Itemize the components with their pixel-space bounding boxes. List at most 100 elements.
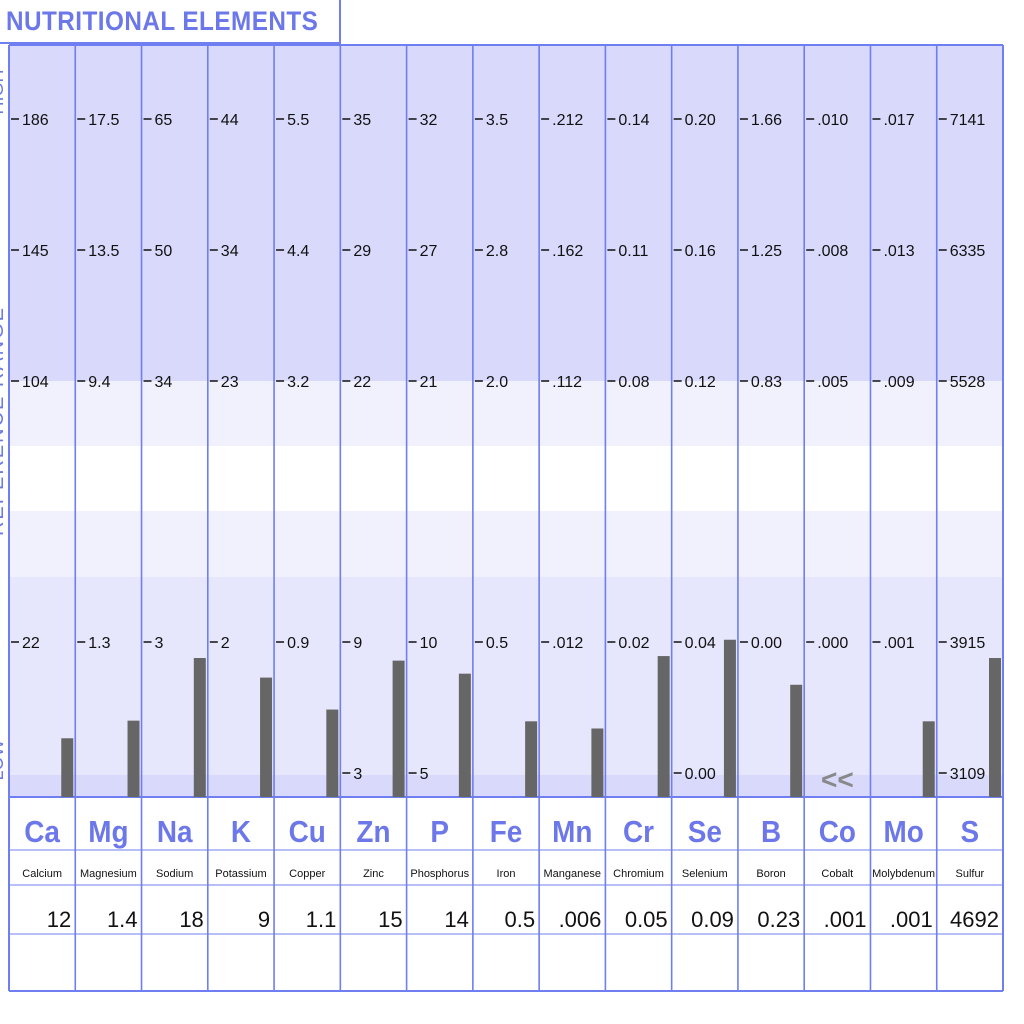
magnesium-scale-high-2: 9.4 (88, 374, 110, 391)
cobalt-scale-high-0: .010 (817, 112, 848, 129)
potassium-scale-low: 2 (221, 635, 230, 652)
y-band-label-low: LOW (0, 739, 7, 780)
phosphorus-result: 14 (444, 907, 468, 932)
selenium-symbol: Se (688, 815, 722, 850)
iron-scale-low: 0.5 (486, 635, 508, 652)
molybdenum-result: .001 (890, 907, 933, 932)
chromium-bar (657, 656, 670, 797)
boron-scale-low: 0.00 (751, 635, 782, 652)
copper-symbol: Cu (289, 815, 326, 850)
cobalt-name: Cobalt (821, 868, 853, 880)
sodium-scale-high-2: 34 (155, 374, 173, 391)
molybdenum-name: Molybdenum (872, 868, 935, 880)
selenium-result: 0.09 (691, 907, 734, 932)
manganese-result: .006 (559, 907, 602, 932)
magnesium-symbol: Mg (88, 815, 128, 850)
sodium-scale-high-1: 50 (155, 243, 173, 260)
magnesium-bar (127, 720, 140, 797)
selenium-bar (723, 639, 736, 797)
sulfur-bar (989, 658, 1001, 797)
selenium-name: Selenium (682, 868, 728, 880)
cobalt-scale-low: .000 (817, 635, 848, 652)
copper-scale-high-1: 4.4 (287, 243, 309, 260)
zinc-scale-high-1: 29 (353, 243, 371, 260)
range-band-3 (9, 511, 1003, 577)
molybdenum-scale-high-2: .009 (883, 374, 914, 391)
cobalt-result: .001 (824, 907, 867, 932)
molybdenum-scale-high-1: .013 (883, 243, 914, 260)
phosphorus-bar (458, 673, 471, 797)
sodium-scale-high-0: 65 (155, 112, 173, 129)
boron-scale-high-1: 1.25 (751, 243, 782, 260)
magnesium-scale-high-1: 13.5 (88, 243, 119, 260)
zinc-scale-high-2: 22 (353, 374, 371, 391)
y-axis-title: REFERENCE RANGE (0, 306, 8, 536)
molybdenum-scale-high-0: .017 (883, 112, 914, 129)
copper-result: 1.1 (306, 907, 337, 932)
chromium-scale-low: 0.02 (618, 635, 649, 652)
potassium-name: Potassium (215, 868, 266, 880)
zinc-symbol: Zn (356, 815, 390, 850)
copper-scale-low: 0.9 (287, 635, 309, 652)
molybdenum-scale-low: .001 (883, 635, 914, 652)
potassium-symbol: K (231, 815, 252, 850)
boron-name: Boron (756, 868, 785, 880)
magnesium-result: 1.4 (107, 907, 138, 932)
sodium-result: 18 (179, 907, 203, 932)
zinc-result: 15 (378, 907, 402, 932)
zinc-name: Zinc (363, 868, 384, 880)
cobalt-symbol: Co (819, 815, 856, 850)
sodium-symbol: Na (157, 815, 193, 850)
phosphorus-name: Phosphorus (410, 868, 469, 880)
calcium-scale-high-1: 145 (22, 243, 49, 260)
sulfur-result: 4692 (950, 907, 999, 932)
calcium-symbol: Ca (24, 815, 60, 850)
iron-scale-high-0: 3.5 (486, 112, 508, 129)
title-underline (0, 42, 340, 44)
manganese-scale-high-1: .162 (552, 243, 583, 260)
molybdenum-symbol: Mo (883, 815, 923, 850)
boron-scale-high-0: 1.66 (751, 112, 782, 129)
copper-name: Copper (289, 868, 325, 880)
calcium-scale-low: 22 (22, 635, 40, 652)
boron-scale-high-2: 0.83 (751, 374, 782, 391)
manganese-scale-high-0: .212 (552, 112, 583, 129)
range-band-2 (9, 446, 1003, 511)
cobalt-scale-high-2: .005 (817, 374, 848, 391)
zinc-scale-low: 9 (353, 635, 362, 652)
boron-bar (790, 684, 803, 797)
potassium-scale-high-2: 23 (221, 374, 239, 391)
molybdenum-bar (922, 721, 935, 797)
y-band-label-high: HIGH (0, 70, 7, 115)
range-band-6 (9, 775, 1003, 797)
range-band-5 (9, 642, 1003, 775)
sulfur-scale-high-1: 6335 (950, 243, 986, 260)
chromium-result: 0.05 (625, 907, 668, 932)
phosphorus-scale-low: 10 (420, 635, 438, 652)
chromium-symbol: Cr (623, 815, 654, 850)
cobalt-off-scale-marker: << (821, 764, 854, 795)
iron-scale-high-2: 2.0 (486, 374, 508, 391)
boron-symbol: B (761, 815, 781, 850)
phosphorus-scale-high-2: 21 (420, 374, 438, 391)
phosphorus-scale-high-0: 32 (420, 112, 438, 129)
manganese-name: Manganese (544, 868, 602, 880)
manganese-scale-high-2: .112 (552, 374, 582, 391)
zinc-scale-bottom: 3 (353, 766, 362, 783)
iron-bar (525, 721, 538, 797)
iron-symbol: Fe (490, 815, 523, 850)
potassium-scale-high-1: 34 (221, 243, 239, 260)
sodium-name: Sodium (156, 868, 193, 880)
iron-name: Iron (497, 868, 516, 880)
page-title: NUTRITIONAL ELEMENTS (6, 6, 319, 36)
sulfur-scale-low: 3915 (950, 635, 986, 652)
phosphorus-scale-bottom: 5 (420, 766, 429, 783)
zinc-bar (392, 660, 405, 797)
copper-scale-high-0: 5.5 (287, 112, 309, 129)
chromium-name: Chromium (613, 868, 664, 880)
cobalt-scale-high-1: .008 (817, 243, 848, 260)
magnesium-scale-high-0: 17.5 (88, 112, 119, 129)
manganese-bar (591, 728, 604, 797)
manganese-scale-low: .012 (552, 635, 583, 652)
